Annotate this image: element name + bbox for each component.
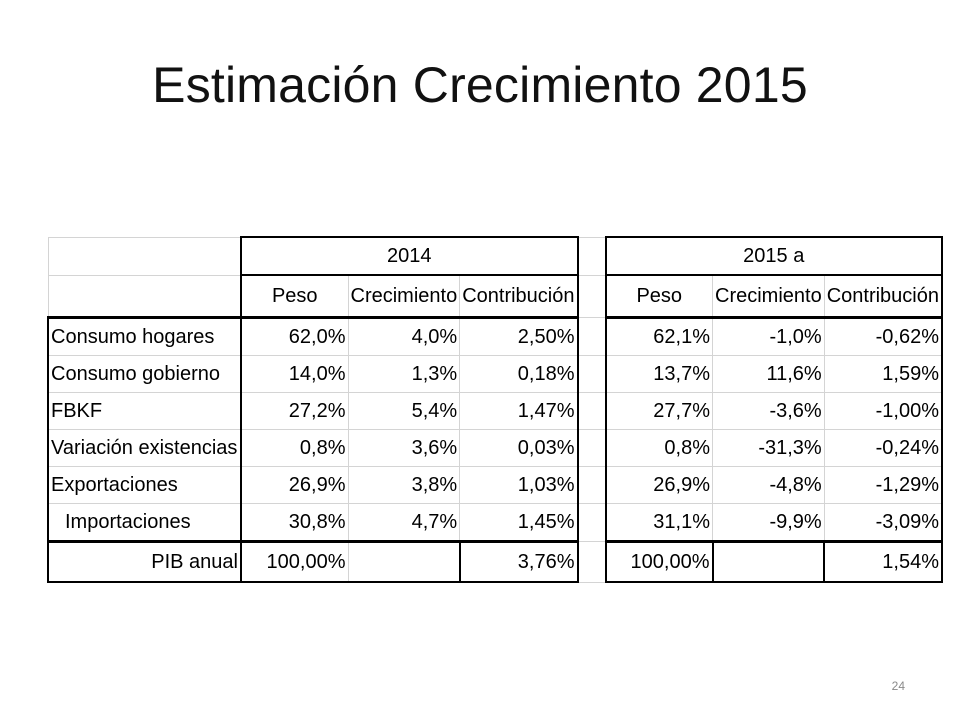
cell-contribucion-2015: -3,09% <box>823 503 943 542</box>
col-header-crecimiento-2014: Crecimiento <box>347 274 461 318</box>
table-row: Consumo hogares 62,0% 4,0% 2,50% 62,1% -… <box>47 316 943 356</box>
cell-peso-2015: 0,8% <box>604 429 713 467</box>
total-contribucion-2014: 3,76% <box>458 540 579 583</box>
group-header-2015: 2015 a <box>604 236 943 276</box>
cell-contribucion-2015: -1,00% <box>823 392 943 430</box>
page-number: 24 <box>891 679 905 693</box>
cell-contribucion-2015: 1,59% <box>823 355 943 393</box>
table-row: Importaciones 30,8% 4,7% 1,45% 31,1% -9,… <box>47 503 943 542</box>
table-row: Variación existencias 0,8% 3,6% 0,03% 0,… <box>47 429 943 467</box>
gap-cell <box>577 429 606 467</box>
gap-cell <box>577 317 606 356</box>
cell-peso-2015: 13,7% <box>604 355 713 393</box>
col-header-crecimiento-2015: Crecimiento <box>712 274 825 318</box>
gap-cell <box>577 466 606 504</box>
cell-crecimiento-2015: 11,6% <box>712 355 825 393</box>
cell-peso-2015: 31,1% <box>604 503 713 542</box>
group-header-row: 2014 2015 a <box>47 236 943 276</box>
cell-contribucion-2015: -0,24% <box>823 429 943 467</box>
cell-crecimiento-2014: 3,6% <box>347 429 461 467</box>
cell-peso-2014: 27,2% <box>240 392 349 430</box>
cell-peso-2014: 14,0% <box>240 355 349 393</box>
gap-cell <box>577 503 606 542</box>
total-contribucion-2015: 1,54% <box>823 540 943 583</box>
row-label: FBKF <box>47 392 242 430</box>
header-blank-cell <box>47 236 242 276</box>
cell-contribucion-2014: 1,03% <box>459 466 579 504</box>
cell-crecimiento-2015: -3,6% <box>712 392 825 430</box>
table-row: Exportaciones 26,9% 3,8% 1,03% 26,9% -4,… <box>47 466 943 504</box>
col-header-peso-2014: Peso <box>240 274 349 318</box>
table-row: Consumo gobierno 14,0% 1,3% 0,18% 13,7% … <box>47 355 943 393</box>
col-header-peso-2015: Peso <box>604 274 713 318</box>
cell-contribucion-2014: 0,18% <box>459 355 579 393</box>
cell-contribucion-2014: 1,45% <box>459 503 579 542</box>
cell-peso-2015: 62,1% <box>604 316 713 356</box>
row-label: Exportaciones <box>47 466 242 504</box>
cell-contribucion-2015: -1,29% <box>823 466 943 504</box>
cell-crecimiento-2014: 4,0% <box>347 316 461 356</box>
total-row: PIB anual 100,00% 3,76% 100,00% 1,54% <box>47 540 943 583</box>
cell-peso-2014: 62,0% <box>240 316 349 356</box>
gap-cell <box>577 274 606 318</box>
col-header-contribucion-2014: Contribución <box>459 274 579 318</box>
header-blank-cell <box>47 274 242 318</box>
cell-contribucion-2014: 2,50% <box>459 316 579 356</box>
gap-cell <box>577 541 606 583</box>
total-peso-2014: 100,00% <box>240 540 349 583</box>
cell-contribucion-2014: 1,47% <box>459 392 579 430</box>
growth-estimate-table: 2014 2015 a Peso Crecimiento Contribució… <box>47 236 943 583</box>
cell-peso-2014: 30,8% <box>240 503 349 542</box>
gap-cell <box>577 236 606 276</box>
total-crecimiento-2015 <box>712 540 825 583</box>
cell-crecimiento-2015: -9,9% <box>712 503 825 542</box>
cell-crecimiento-2014: 3,8% <box>347 466 461 504</box>
cell-crecimiento-2015: -31,3% <box>712 429 825 467</box>
col-header-contribucion-2015: Contribución <box>823 274 943 318</box>
gap-cell <box>577 355 606 393</box>
column-header-row: Peso Crecimiento Contribución Peso Creci… <box>47 274 943 318</box>
row-label: Consumo gobierno <box>47 355 242 393</box>
cell-peso-2015: 27,7% <box>604 392 713 430</box>
cell-contribucion-2015: -0,62% <box>823 316 943 356</box>
cell-peso-2014: 26,9% <box>240 466 349 504</box>
cell-peso-2014: 0,8% <box>240 429 349 467</box>
total-crecimiento-2014 <box>347 540 461 583</box>
row-label: Consumo hogares <box>47 316 242 356</box>
growth-table-container: 2014 2015 a Peso Crecimiento Contribució… <box>47 236 943 583</box>
row-label: Importaciones <box>47 503 242 542</box>
cell-crecimiento-2015: -4,8% <box>712 466 825 504</box>
cell-crecimiento-2014: 4,7% <box>347 503 461 542</box>
cell-crecimiento-2014: 5,4% <box>347 392 461 430</box>
cell-crecimiento-2014: 1,3% <box>347 355 461 393</box>
cell-contribucion-2014: 0,03% <box>459 429 579 467</box>
table-row: FBKF 27,2% 5,4% 1,47% 27,7% -3,6% -1,00% <box>47 392 943 430</box>
row-label: Variación existencias <box>47 429 242 467</box>
cell-crecimiento-2015: -1,0% <box>712 316 825 356</box>
cell-peso-2015: 26,9% <box>604 466 713 504</box>
group-header-2014: 2014 <box>240 236 579 276</box>
slide-title: Estimación Crecimiento 2015 <box>152 57 808 113</box>
total-peso-2015: 100,00% <box>604 540 714 583</box>
total-label: PIB anual <box>47 540 242 583</box>
gap-cell <box>577 392 606 430</box>
